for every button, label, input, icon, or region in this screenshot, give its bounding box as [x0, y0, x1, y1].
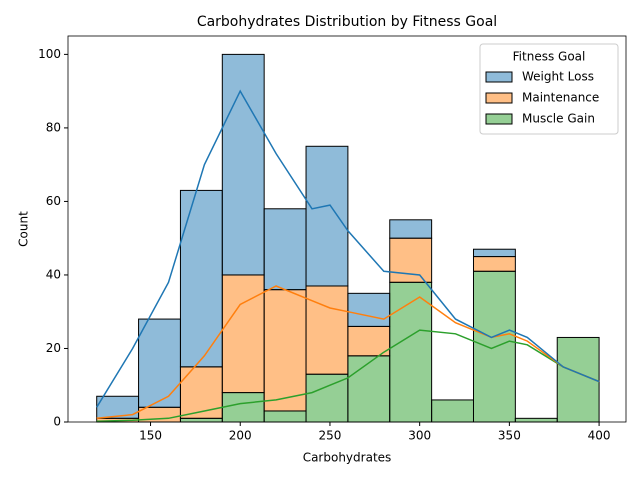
- x-tick-label: 200: [229, 429, 252, 443]
- histogram-bar: [514, 417, 558, 423]
- histogram-bar: [347, 355, 391, 423]
- histogram-bar: [263, 410, 307, 423]
- y-tick-label: 40: [46, 267, 61, 281]
- histogram-bar: [556, 336, 600, 423]
- legend-swatch: [485, 71, 513, 83]
- kde-line: [96, 329, 600, 423]
- legend-swatch: [485, 92, 513, 104]
- kde-line: [96, 89, 600, 408]
- x-axis-label: Carbohydrates: [303, 451, 392, 465]
- histogram-bar: [347, 292, 391, 327]
- chart-title: Carbohydrates Distribution by Fitness Go…: [197, 14, 497, 30]
- histogram-bar: [221, 274, 265, 394]
- x-tick-label: 300: [408, 429, 431, 443]
- histogram-bar: [472, 248, 516, 258]
- y-tick-label: 20: [46, 341, 61, 355]
- histogram-bar: [305, 373, 349, 423]
- x-tick-label: 150: [139, 429, 162, 443]
- y-tick-label: 80: [46, 120, 61, 134]
- histogram-bar: [263, 289, 307, 412]
- histogram-bar: [221, 53, 265, 276]
- legend-label: Maintenance: [522, 91, 599, 105]
- histogram-bar: [347, 325, 391, 357]
- x-tick-label: 350: [498, 429, 521, 443]
- y-tick-label: 60: [46, 194, 61, 208]
- histogram-bar: [179, 366, 223, 419]
- histogram-bar: [179, 417, 223, 423]
- histogram-bar: [305, 285, 349, 375]
- histogram-bar: [389, 237, 433, 283]
- y-tick-label: 0: [53, 415, 61, 429]
- plot-frame: [67, 35, 627, 423]
- legend-box: [479, 43, 619, 135]
- x-tick-label: 250: [319, 429, 342, 443]
- histogram-bar: [138, 318, 181, 408]
- histogram-bar: [221, 392, 265, 423]
- legend-label: Muscle Gain: [522, 112, 595, 126]
- legend-swatch: [485, 113, 513, 125]
- histogram-bar: [305, 145, 349, 287]
- y-axis-label: Count: [17, 211, 31, 247]
- histogram-bar: [389, 219, 433, 239]
- legend-title: Fitness Goal: [513, 50, 586, 64]
- y-tick-label: 100: [38, 47, 61, 61]
- histogram-bar: [389, 281, 433, 423]
- legend-label: Weight Loss: [522, 70, 594, 84]
- histogram-bar: [263, 208, 307, 291]
- histogram-bar: [431, 399, 474, 423]
- histogram-bar: [472, 256, 516, 272]
- kde-line: [96, 285, 600, 420]
- x-tick-label: 400: [588, 429, 611, 443]
